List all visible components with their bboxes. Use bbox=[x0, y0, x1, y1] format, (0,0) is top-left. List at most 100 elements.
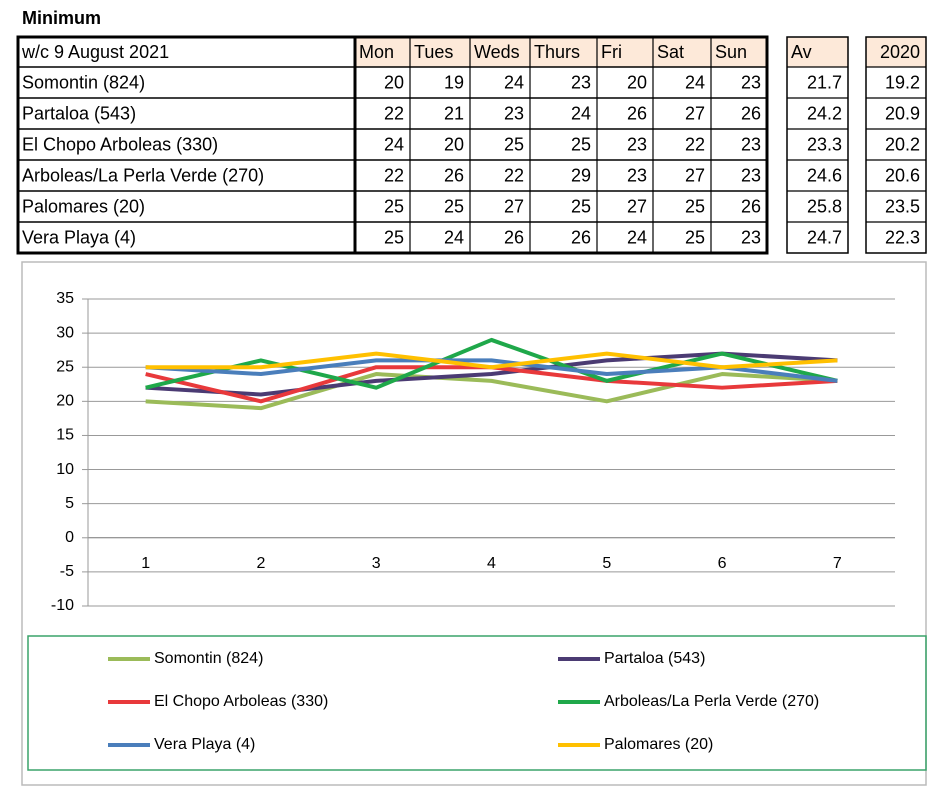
cell-value: 24.7 bbox=[807, 227, 842, 247]
legend-label: El Chopo Arboleas (330) bbox=[154, 693, 328, 710]
cell-value: 22 bbox=[504, 165, 524, 185]
cell-value: 25 bbox=[504, 134, 524, 154]
cell-value: 23 bbox=[571, 72, 591, 92]
chart-frame bbox=[21, 261, 927, 786]
legend-label: Vera Playa (4) bbox=[154, 736, 255, 753]
cell-value: 23 bbox=[627, 165, 647, 185]
cell-value: 23.5 bbox=[885, 196, 920, 216]
cell-value: 24 bbox=[571, 103, 591, 123]
header-cell bbox=[355, 37, 410, 67]
y-tick-label: 30 bbox=[56, 324, 74, 341]
legend-label: Arboleas/La Perla Verde (270) bbox=[604, 693, 819, 710]
table-border bbox=[16, 35, 769, 255]
cell-value: 23 bbox=[741, 72, 761, 92]
cell-value: 22 bbox=[685, 134, 705, 154]
cell-value: 26 bbox=[741, 103, 761, 123]
row-name: El Chopo Arboleas (330) bbox=[22, 134, 218, 154]
y-tick-label: 20 bbox=[56, 393, 74, 410]
cell-value: 19.2 bbox=[885, 72, 920, 92]
legend-label: Palomares (20) bbox=[604, 736, 713, 753]
y-tick-label: 0 bbox=[65, 529, 74, 546]
cell-value: 19 bbox=[444, 72, 464, 92]
cell-value: 25 bbox=[571, 196, 591, 216]
legend-label: Partaloa (543) bbox=[604, 650, 705, 667]
row-name: Arboleas/La Perla Verde (270) bbox=[22, 165, 264, 185]
cell-value: 24 bbox=[384, 134, 404, 154]
column-header: Thurs bbox=[534, 42, 580, 62]
cell-value: 26 bbox=[571, 227, 591, 247]
cell-value: 20.9 bbox=[885, 103, 920, 123]
cell-value: 26 bbox=[627, 103, 647, 123]
cell-value: 20 bbox=[444, 134, 464, 154]
cell-value: 25.8 bbox=[807, 196, 842, 216]
cell-value: 20.2 bbox=[885, 134, 920, 154]
cell-value: 25 bbox=[384, 196, 404, 216]
cell-value: 24 bbox=[504, 72, 524, 92]
cell-value: 26 bbox=[741, 196, 761, 216]
column-header: Av bbox=[791, 42, 812, 62]
cell-value: 24 bbox=[627, 227, 647, 247]
table-title: Minimum bbox=[22, 8, 101, 28]
cell-value: 23 bbox=[741, 227, 761, 247]
cell-value: 26 bbox=[444, 165, 464, 185]
x-tick-label: 4 bbox=[487, 555, 496, 572]
row-name: Partaloa (543) bbox=[22, 103, 136, 123]
cell-value: 24 bbox=[685, 72, 705, 92]
cell-value: 27 bbox=[685, 103, 705, 123]
y-tick-label: 10 bbox=[56, 461, 74, 478]
column-header: 2020 bbox=[880, 42, 920, 62]
cell-value: 25 bbox=[571, 134, 591, 154]
legend-frame bbox=[27, 635, 927, 771]
x-tick-label: 5 bbox=[602, 555, 611, 572]
y-tick-label: 5 bbox=[65, 495, 74, 512]
cell-value: 24 bbox=[444, 227, 464, 247]
column-header: Mon bbox=[359, 42, 394, 62]
row-name: Vera Playa (4) bbox=[22, 227, 136, 247]
series-line bbox=[145, 372, 838, 411]
y-tick-label: -10 bbox=[51, 597, 74, 614]
column-header: Fri bbox=[601, 42, 622, 62]
series-line bbox=[145, 337, 838, 390]
side-box bbox=[786, 36, 849, 254]
cell-value: 27 bbox=[504, 196, 524, 216]
cell-value: 21 bbox=[444, 103, 464, 123]
column-header: Tues bbox=[414, 42, 453, 62]
cell-value: 29 bbox=[571, 165, 591, 185]
header-cell bbox=[711, 37, 767, 67]
cell-value: 25 bbox=[444, 196, 464, 216]
cell-value: 23 bbox=[627, 134, 647, 154]
cell-value: 20 bbox=[627, 72, 647, 92]
cell-value: 24.2 bbox=[807, 103, 842, 123]
column-header: w/c 9 August 2021 bbox=[21, 42, 169, 62]
cell-value: 27 bbox=[627, 196, 647, 216]
cell-value: 26 bbox=[504, 227, 524, 247]
cell-value: 22.3 bbox=[885, 227, 920, 247]
header-cell bbox=[410, 37, 470, 67]
cell-value: 23 bbox=[504, 103, 524, 123]
column-header: Sun bbox=[715, 42, 747, 62]
column-header: Sat bbox=[657, 42, 684, 62]
x-tick-label: 3 bbox=[372, 555, 381, 572]
cell-value: 23 bbox=[741, 134, 761, 154]
header-cell bbox=[597, 37, 653, 67]
column-header: Weds bbox=[474, 42, 520, 62]
cell-value: 20.6 bbox=[885, 165, 920, 185]
row-name: Somontin (824) bbox=[22, 72, 145, 92]
x-tick-label: 1 bbox=[141, 555, 150, 572]
x-tick-label: 2 bbox=[256, 555, 265, 572]
row-name: Palomares (20) bbox=[22, 196, 145, 216]
cell-value: 23.3 bbox=[807, 134, 842, 154]
side-box bbox=[865, 36, 927, 254]
cell-value: 20 bbox=[384, 72, 404, 92]
header-cell bbox=[866, 37, 926, 67]
cell-value: 24.6 bbox=[807, 165, 842, 185]
cell-value: 25 bbox=[685, 196, 705, 216]
header-cell bbox=[653, 37, 711, 67]
y-tick-label: 15 bbox=[56, 427, 74, 444]
cell-value: 22 bbox=[384, 165, 404, 185]
x-tick-label: 6 bbox=[718, 555, 727, 572]
y-tick-label: -5 bbox=[60, 563, 74, 580]
y-tick-label: 25 bbox=[56, 358, 74, 375]
cell-value: 27 bbox=[685, 165, 705, 185]
